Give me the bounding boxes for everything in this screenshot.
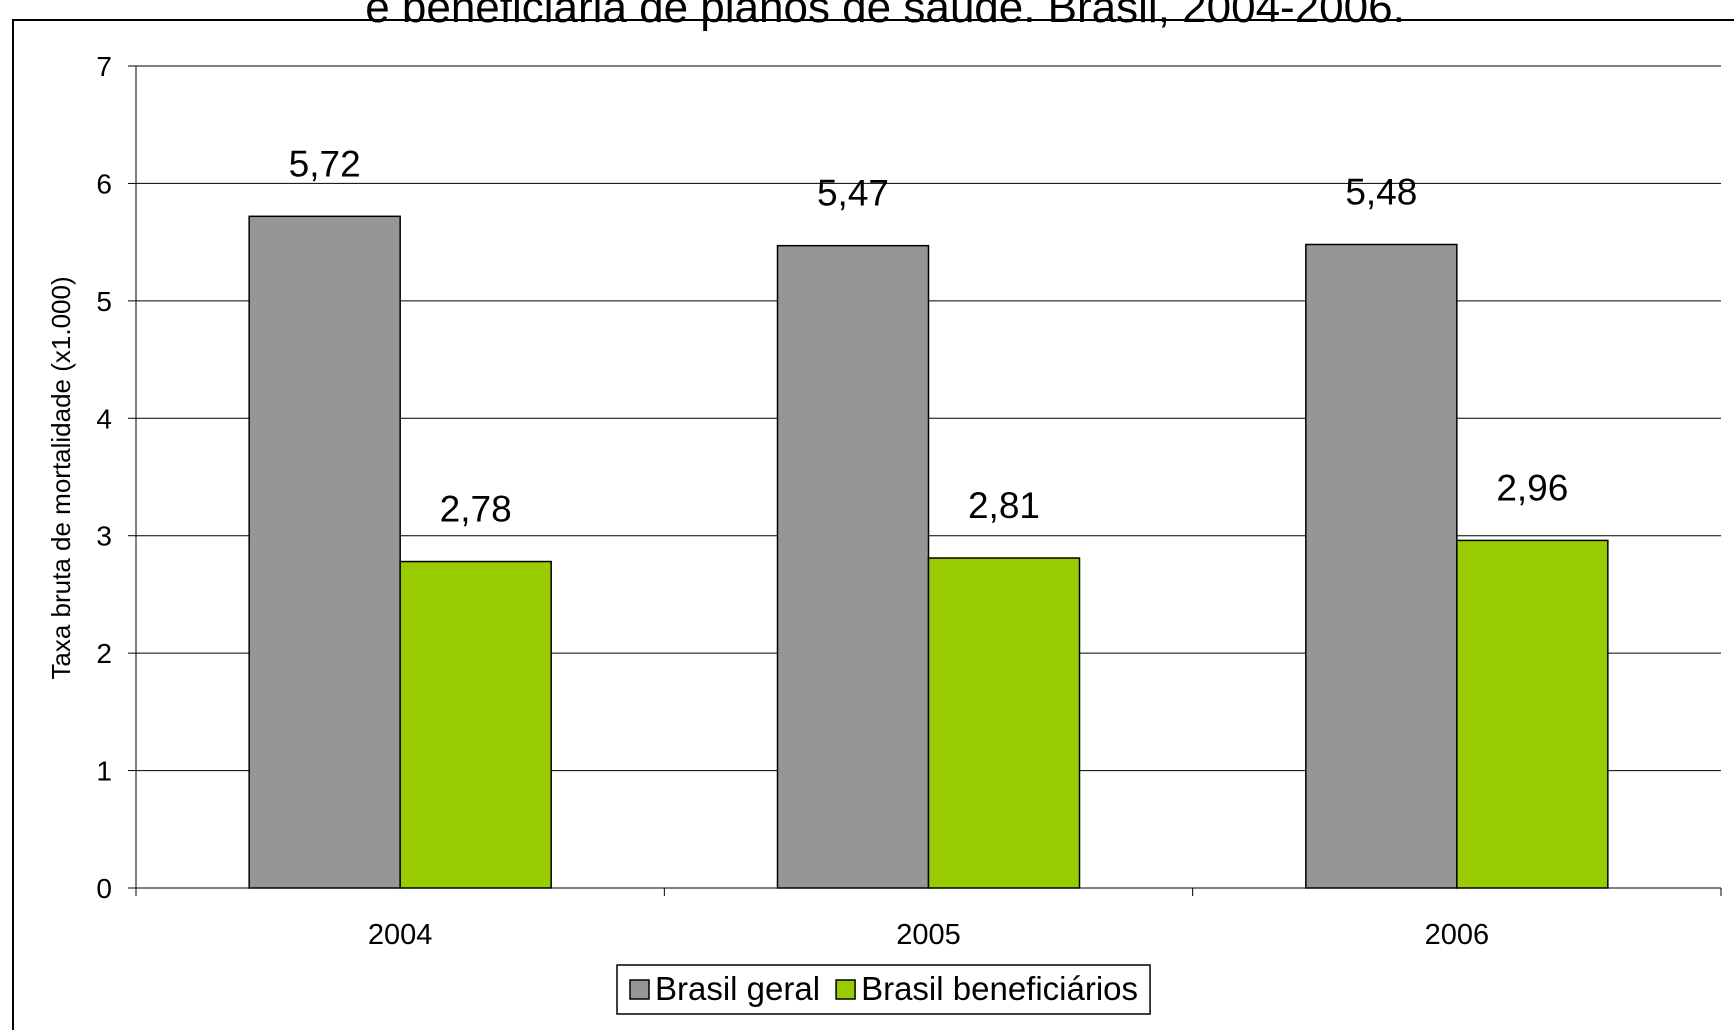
legend-label: Brasil geral <box>655 970 820 1007</box>
x-tick-label: 2005 <box>896 919 961 951</box>
legend-box <box>616 964 1151 1015</box>
legend-swatch <box>629 979 650 1000</box>
bar <box>1305 243 1458 889</box>
legend: Brasil geral Brasil beneficiários <box>616 964 1151 1015</box>
y-axis-label: Taxa bruta de mortalidade (x1.000) <box>46 276 76 679</box>
legend-label: Brasil beneficiários <box>861 970 1138 1007</box>
data-label: 5,47 <box>817 173 889 214</box>
chart-title: e beneficiária de planos de saúde. Brasi… <box>365 0 1405 32</box>
y-tick-label: 2 <box>96 638 112 669</box>
x-tick-label: 2006 <box>1425 919 1490 951</box>
data-label: 2,78 <box>440 489 512 530</box>
y-tick-label: 4 <box>96 403 112 434</box>
y-tick-label: 0 <box>96 873 112 904</box>
chart-frame <box>12 19 1734 1030</box>
x-tick-label: 2004 <box>368 919 433 951</box>
data-label: 5,48 <box>1345 171 1417 212</box>
data-label: 2,96 <box>1496 467 1568 508</box>
data-label: 5,72 <box>289 143 361 184</box>
y-tick-label: 7 <box>96 51 112 82</box>
data-label: 2,81 <box>968 485 1040 526</box>
legend-swatch <box>835 979 856 1000</box>
bar <box>776 244 930 889</box>
bar <box>927 557 1081 889</box>
bar <box>399 560 552 889</box>
y-tick-label: 3 <box>96 521 112 552</box>
y-tick-label: 1 <box>96 756 112 787</box>
y-tick-label: 5 <box>96 286 112 317</box>
bar <box>1456 539 1609 889</box>
y-tick-label: 6 <box>96 168 112 199</box>
bar <box>248 215 401 889</box>
